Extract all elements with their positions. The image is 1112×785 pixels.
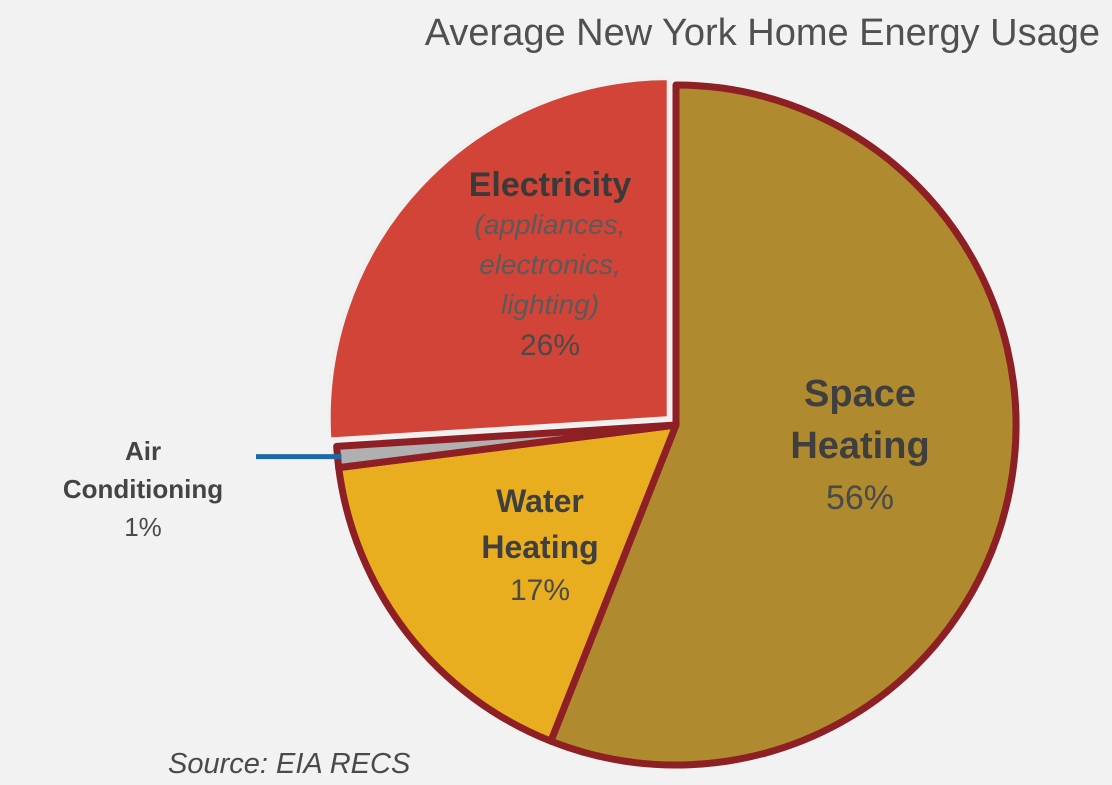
- electricity-percent: 26%: [519, 329, 581, 362]
- space-heating-name-line-2: Heating: [790, 425, 930, 467]
- air-conditioning-name-line-1: Air: [124, 436, 162, 466]
- chart-title: Average New York Home Energy Usage: [424, 12, 1100, 54]
- electricity-name: Electricity: [468, 166, 632, 204]
- water-heating-percent: 17%: [509, 574, 571, 607]
- source-note: Source: EIA RECS: [168, 748, 411, 780]
- water-heating-name-line-1: Water: [496, 483, 584, 519]
- water-heating-name-line-2: Heating: [481, 529, 599, 565]
- air-conditioning-name-line-2: Conditioning: [62, 474, 224, 504]
- space-heating-name-line-1: Space: [804, 373, 916, 415]
- water-heating-slice-label: Water Heating 17%: [430, 478, 650, 612]
- pie-slice-space: [547, 81, 1020, 769]
- electricity-note-line-1: (appliances,: [474, 209, 626, 240]
- air-conditioning-slice-label: Air Conditioning 1%: [48, 432, 238, 546]
- pie-slice-electricity: [326, 76, 671, 442]
- air-conditioning-percent: 1%: [124, 512, 162, 542]
- electricity-note-line-3: lighting): [500, 289, 600, 320]
- space-heating-percent: 56%: [825, 479, 895, 517]
- pie-slice-water: [335, 421, 680, 745]
- electricity-slice-label: Electricity (appliances, electronics, li…: [420, 165, 680, 367]
- electricity-note-line-2: electronics,: [479, 249, 621, 280]
- space-heating-slice-label: Space Heating 56%: [740, 368, 980, 524]
